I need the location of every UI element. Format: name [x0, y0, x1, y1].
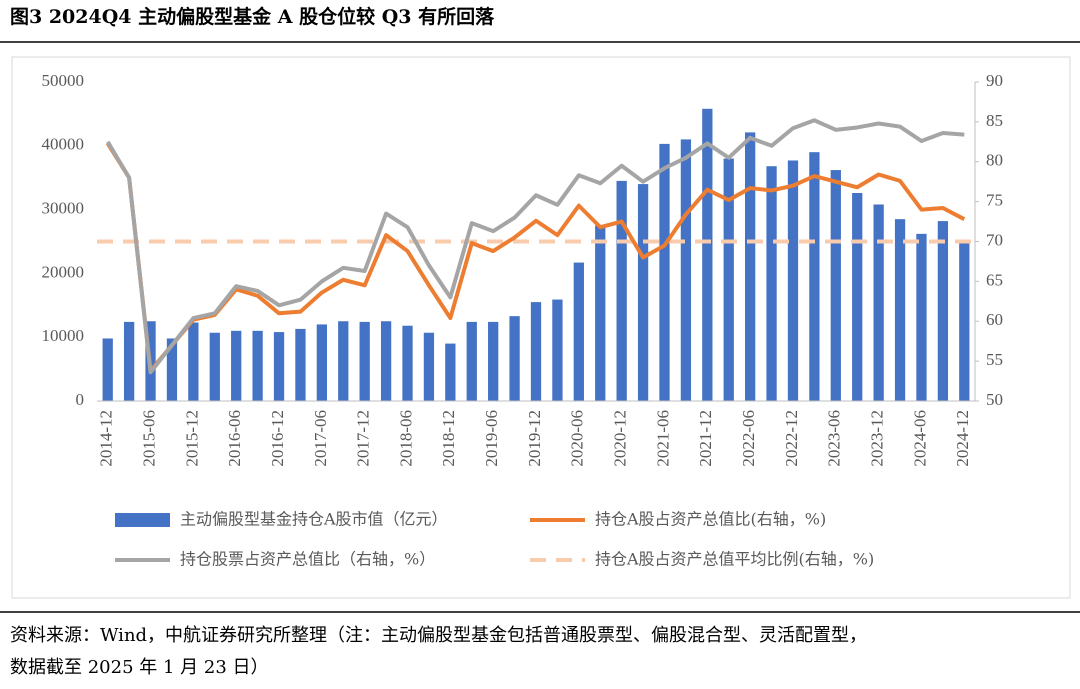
bar [894, 219, 906, 401]
y-tick-label: 50000 [42, 71, 85, 90]
bar [637, 184, 649, 401]
x-tick-label: 2024-06 [910, 410, 929, 467]
bar [445, 343, 456, 401]
x-tick-label: 2020-06 [568, 410, 587, 467]
bar [338, 321, 349, 401]
x-tick-label: 2023-12 [868, 410, 887, 467]
x-tick-label: 2014-12 [97, 410, 116, 467]
x-tick-label: 2024-12 [953, 410, 972, 467]
line [105, 118, 965, 375]
bar [488, 321, 499, 401]
y-tick-label: 0 [76, 390, 85, 409]
bar [680, 139, 692, 402]
x-tick-label: 2022-12 [782, 410, 801, 467]
x-tick-label: 2017-06 [311, 410, 330, 467]
y2-tick-label: 55 [986, 350, 1003, 369]
bar [166, 338, 178, 401]
x-tick-label: 2021-12 [696, 410, 715, 467]
x-tick-label: 2020-12 [611, 410, 630, 467]
line [106, 142, 966, 373]
bar [766, 166, 777, 401]
bar [123, 321, 135, 401]
y-tick-label: 10000 [42, 326, 85, 345]
bar [787, 160, 799, 401]
y2-tick-label: 65 [986, 270, 1003, 289]
x-tick-label: 2022-06 [739, 410, 758, 467]
x-tick-label: 2016-12 [268, 410, 287, 467]
bar [359, 321, 370, 401]
y-tick-label: 20000 [42, 262, 85, 281]
y2-tick-label: 80 [986, 151, 1003, 170]
legend-label: 持仓股票占资产总值比（右轴，%） [180, 550, 435, 569]
x-tick-label: 2023-06 [825, 410, 844, 467]
x-tick-label: 2016-06 [225, 410, 244, 467]
bar [659, 143, 670, 402]
x-tick-label: 2018-12 [439, 410, 458, 467]
y2-tick-label: 60 [986, 310, 1003, 329]
chart-frame [11, 56, 1071, 599]
x-tick-label: 2015-12 [182, 410, 201, 467]
legend-swatch [115, 513, 170, 527]
x-tick-label: 2015-06 [139, 410, 158, 467]
bar [102, 338, 113, 401]
bar [873, 204, 884, 401]
legend-label: 持仓A股占资产总值比(右轴，%) [595, 510, 826, 529]
bar [402, 325, 413, 401]
y2-tick-label: 70 [986, 230, 1003, 249]
bar [209, 332, 220, 401]
bar [316, 324, 327, 401]
bar [745, 132, 756, 402]
bar [188, 322, 199, 401]
bar [937, 221, 949, 401]
x-tick-label: 2019-06 [482, 410, 501, 467]
x-tick-label: 2021-06 [653, 410, 672, 467]
legend-label: 主动偏股型基金持仓A股市值（亿元） [180, 510, 448, 529]
bar [509, 316, 520, 401]
y2-tick-label: 50 [986, 390, 1003, 409]
bar [423, 332, 435, 401]
bar [252, 330, 263, 401]
y2-tick-label: 85 [986, 111, 1003, 130]
y-tick-label: 30000 [42, 199, 85, 218]
bar [295, 328, 306, 401]
x-tick-label: 2018-06 [396, 410, 415, 467]
bar [616, 180, 627, 401]
bar [595, 225, 606, 401]
bar [530, 302, 542, 401]
bar [466, 321, 477, 401]
bar [573, 262, 584, 401]
bar [916, 233, 927, 401]
bar [959, 241, 970, 401]
y2-tick-label: 75 [986, 191, 1003, 210]
bar [830, 170, 841, 401]
bar [552, 299, 563, 401]
x-tick-label: 2017-12 [354, 410, 373, 467]
figure-title: 图3 2024Q4 主动偏股型基金 A 股仓位较 Q3 有所回落 [10, 5, 495, 28]
y-tick-label: 40000 [42, 135, 85, 154]
x-tick-label: 2019-12 [525, 410, 544, 467]
bar [723, 158, 734, 401]
bar [380, 321, 392, 401]
y2-tick-label: 90 [986, 71, 1003, 90]
source-note: 数据截至 2025 年 1 月 23 日） [10, 657, 269, 678]
bar [809, 152, 820, 401]
legend-label: 持仓A股占资产总值平均比例(右轴，%) [595, 550, 874, 569]
bar [702, 108, 713, 402]
bar [852, 193, 863, 401]
bar [273, 332, 285, 401]
source-note: 资料来源：Wind，中航证券研究所整理（注：主动偏股型基金包括普通股票型、偏股混… [10, 625, 867, 646]
bar [231, 330, 242, 401]
